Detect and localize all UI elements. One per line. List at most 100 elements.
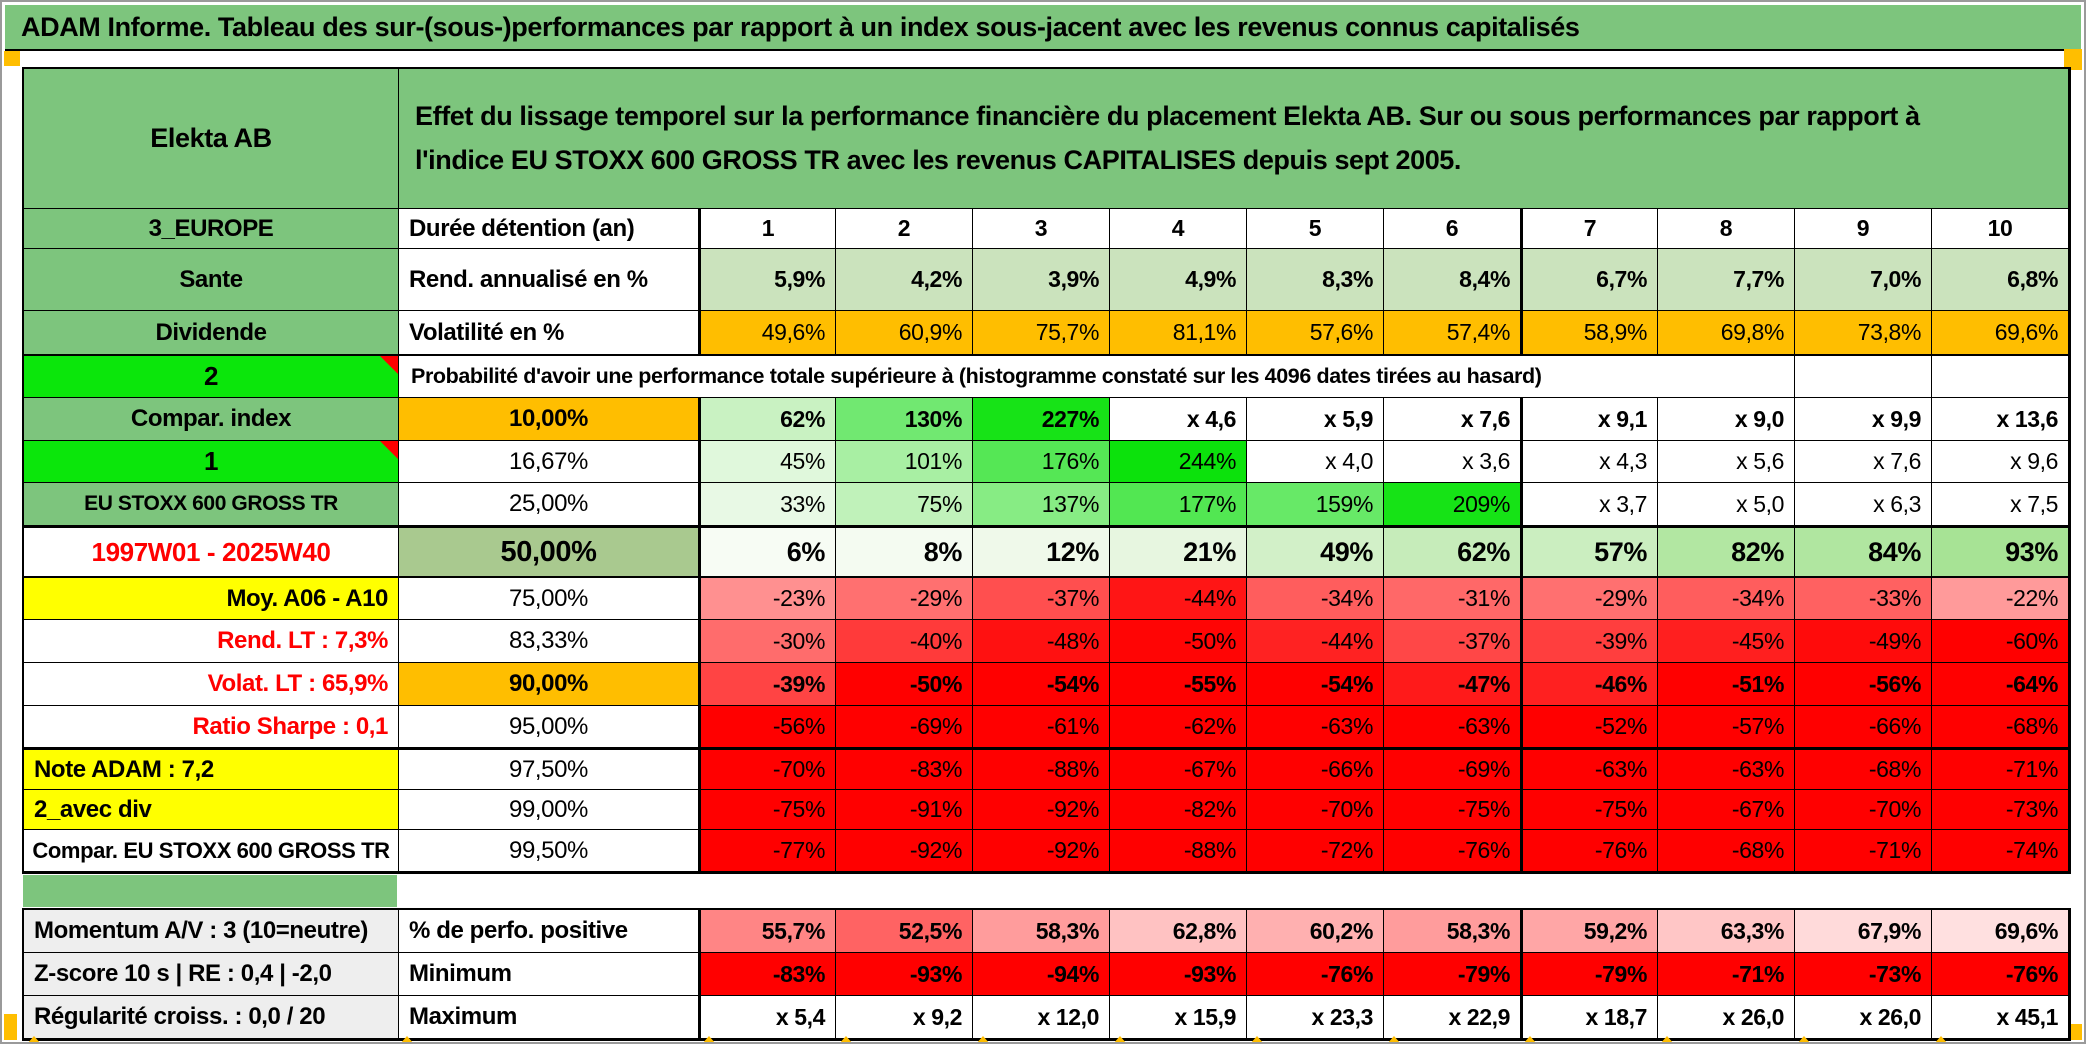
metric-p83-33[interactable]: 83,33%	[399, 620, 699, 663]
data-cell-annualized-return-y2[interactable]: 4,2%	[836, 249, 973, 311]
data-cell-p10-y2[interactable]: 130%	[836, 398, 973, 441]
data-cell-p83-33-y5[interactable]: -44%	[1247, 620, 1384, 663]
data-cell-p75-y10[interactable]: -22%	[1932, 578, 2069, 620]
data-cell-volatility-y7[interactable]: 58,9%	[1521, 311, 1658, 356]
data-cell-p16-67-y3[interactable]: 176%	[973, 441, 1110, 483]
data-cell-volatility-y3[interactable]: 75,7%	[973, 311, 1110, 356]
data-cell-p99-y6[interactable]: -75%	[1384, 790, 1521, 830]
data-cell-p99-5-y8[interactable]: -68%	[1658, 830, 1795, 872]
data-cell-p97-5-y9[interactable]: -68%	[1795, 748, 1932, 790]
data-cell-annualized-return-y5[interactable]: 8,3%	[1247, 249, 1384, 311]
data-cell-maximum-y3[interactable]: x 12,0	[973, 996, 1110, 1039]
data-cell-p50-y10[interactable]: 93%	[1932, 526, 2069, 578]
data-cell-p50-y9[interactable]: 84%	[1795, 526, 1932, 578]
data-cell-p50-y6[interactable]: 62%	[1384, 526, 1521, 578]
data-cell-p25-y9[interactable]: x 6,3	[1795, 483, 1932, 526]
data-cell-p25-y10[interactable]: x 7,5	[1932, 483, 2069, 526]
data-cell-p90-y2[interactable]: -50%	[836, 663, 973, 706]
data-cell-annualized-return-y9[interactable]: 7,0%	[1795, 249, 1932, 311]
data-cell-pct-positive-y2[interactable]: 52,5%	[836, 910, 973, 953]
data-cell-p75-y5[interactable]: -34%	[1247, 578, 1384, 620]
row-label-p99-5[interactable]: Compar. EU STOXX 600 GROSS TR	[24, 830, 399, 872]
data-cell-volatility-y6[interactable]: 57,4%	[1384, 311, 1521, 356]
data-cell-minimum-y3[interactable]: -94%	[973, 953, 1110, 996]
row-label-p16-67[interactable]: 1	[24, 441, 399, 483]
data-cell-p97-5-y2[interactable]: -83%	[836, 748, 973, 790]
data-cell-p10-y7[interactable]: x 9,1	[1521, 398, 1658, 441]
metric-maximum[interactable]: Maximum	[399, 996, 699, 1039]
data-cell-p99-y4[interactable]: -82%	[1110, 790, 1247, 830]
data-cell-p99-5-y3[interactable]: -92%	[973, 830, 1110, 872]
data-cell-annualized-return-y8[interactable]: 7,7%	[1658, 249, 1795, 311]
data-cell-p97-5-y6[interactable]: -69%	[1384, 748, 1521, 790]
data-cell-maximum-y6[interactable]: x 22,9	[1384, 996, 1521, 1039]
data-cell-volatility-y1[interactable]: 49,6%	[699, 311, 836, 356]
data-cell-p95-y9[interactable]: -66%	[1795, 706, 1932, 748]
empty-cell[interactable]	[1795, 356, 1932, 398]
data-cell-pct-positive-y3[interactable]: 58,3%	[973, 910, 1110, 953]
data-cell-p99-5-y7[interactable]: -76%	[1521, 830, 1658, 872]
data-cell-p99-y1[interactable]: -75%	[699, 790, 836, 830]
data-cell-pct-positive-y4[interactable]: 62,8%	[1110, 910, 1247, 953]
data-cell-holding-period-y3[interactable]: 3	[973, 209, 1110, 249]
data-cell-maximum-y5[interactable]: x 23,3	[1247, 996, 1384, 1039]
data-cell-pct-positive-y9[interactable]: 67,9%	[1795, 910, 1932, 953]
data-cell-annualized-return-y7[interactable]: 6,7%	[1521, 249, 1658, 311]
data-cell-p75-y9[interactable]: -33%	[1795, 578, 1932, 620]
data-cell-p99-5-y2[interactable]: -92%	[836, 830, 973, 872]
data-cell-p10-y1[interactable]: 62%	[699, 398, 836, 441]
metric-p99-5[interactable]: 99,50%	[399, 830, 699, 872]
data-cell-p95-y10[interactable]: -68%	[1932, 706, 2069, 748]
data-cell-p10-y4[interactable]: x 4,6	[1110, 398, 1247, 441]
data-cell-pct-positive-y1[interactable]: 55,7%	[699, 910, 836, 953]
data-cell-p97-5-y1[interactable]: -70%	[699, 748, 836, 790]
data-cell-holding-period-y4[interactable]: 4	[1110, 209, 1247, 249]
data-cell-p90-y5[interactable]: -54%	[1247, 663, 1384, 706]
data-cell-maximum-y4[interactable]: x 15,9	[1110, 996, 1247, 1039]
data-cell-volatility-y10[interactable]: 69,6%	[1932, 311, 2069, 356]
data-cell-p99-y2[interactable]: -91%	[836, 790, 973, 830]
data-cell-p90-y1[interactable]: -39%	[699, 663, 836, 706]
data-cell-holding-period-y6[interactable]: 6	[1384, 209, 1521, 249]
row-label-p75[interactable]: Moy. A06 - A10	[24, 578, 399, 620]
data-cell-annualized-return-y1[interactable]: 5,9%	[699, 249, 836, 311]
metric-minimum[interactable]: Minimum	[399, 953, 699, 996]
row-label-p99[interactable]: 2_avec div	[24, 790, 399, 830]
data-cell-p99-y3[interactable]: -92%	[973, 790, 1110, 830]
data-cell-p25-y7[interactable]: x 3,7	[1521, 483, 1658, 526]
data-cell-p75-y1[interactable]: -23%	[699, 578, 836, 620]
data-cell-p16-67-y9[interactable]: x 7,6	[1795, 441, 1932, 483]
data-cell-holding-period-y2[interactable]: 2	[836, 209, 973, 249]
data-cell-p99-y10[interactable]: -73%	[1932, 790, 2069, 830]
data-cell-volatility-y2[interactable]: 60,9%	[836, 311, 973, 356]
row-label-volatility[interactable]: Dividende	[24, 311, 399, 356]
data-cell-p95-y7[interactable]: -52%	[1521, 706, 1658, 748]
row-label-pct-positive[interactable]: Momentum A/V : 3 (10=neutre)	[24, 910, 399, 953]
row-label-p10[interactable]: Compar. index	[24, 398, 399, 441]
data-cell-maximum-y1[interactable]: x 5,4	[699, 996, 836, 1039]
data-cell-volatility-y8[interactable]: 69,8%	[1658, 311, 1795, 356]
data-cell-p25-y4[interactable]: 177%	[1110, 483, 1247, 526]
data-cell-p97-5-y3[interactable]: -88%	[973, 748, 1110, 790]
data-cell-p95-y1[interactable]: -56%	[699, 706, 836, 748]
data-cell-maximum-y9[interactable]: x 26,0	[1795, 996, 1932, 1039]
data-cell-volatility-y4[interactable]: 81,1%	[1110, 311, 1247, 356]
data-cell-p10-y5[interactable]: x 5,9	[1247, 398, 1384, 441]
row-label-maximum[interactable]: Régularité croiss. : 0,0 / 20	[24, 996, 399, 1039]
data-cell-p75-y3[interactable]: -37%	[973, 578, 1110, 620]
row-label-minimum[interactable]: Z-score 10 s | RE : 0,4 | -2,0	[24, 953, 399, 996]
data-cell-volatility-y9[interactable]: 73,8%	[1795, 311, 1932, 356]
data-cell-p75-y2[interactable]: -29%	[836, 578, 973, 620]
data-cell-minimum-y5[interactable]: -76%	[1247, 953, 1384, 996]
data-cell-minimum-y8[interactable]: -71%	[1658, 953, 1795, 996]
data-cell-p16-67-y1[interactable]: 45%	[699, 441, 836, 483]
data-cell-p10-y3[interactable]: 227%	[973, 398, 1110, 441]
data-cell-holding-period-y7[interactable]: 7	[1521, 209, 1658, 249]
data-cell-minimum-y7[interactable]: -79%	[1521, 953, 1658, 996]
data-cell-maximum-y2[interactable]: x 9,2	[836, 996, 973, 1039]
data-cell-p50-y2[interactable]: 8%	[836, 526, 973, 578]
data-cell-p95-y4[interactable]: -62%	[1110, 706, 1247, 748]
data-cell-p16-67-y4[interactable]: 244%	[1110, 441, 1247, 483]
metric-p97-5[interactable]: 97,50%	[399, 748, 699, 790]
data-cell-pct-positive-y7[interactable]: 59,2%	[1521, 910, 1658, 953]
